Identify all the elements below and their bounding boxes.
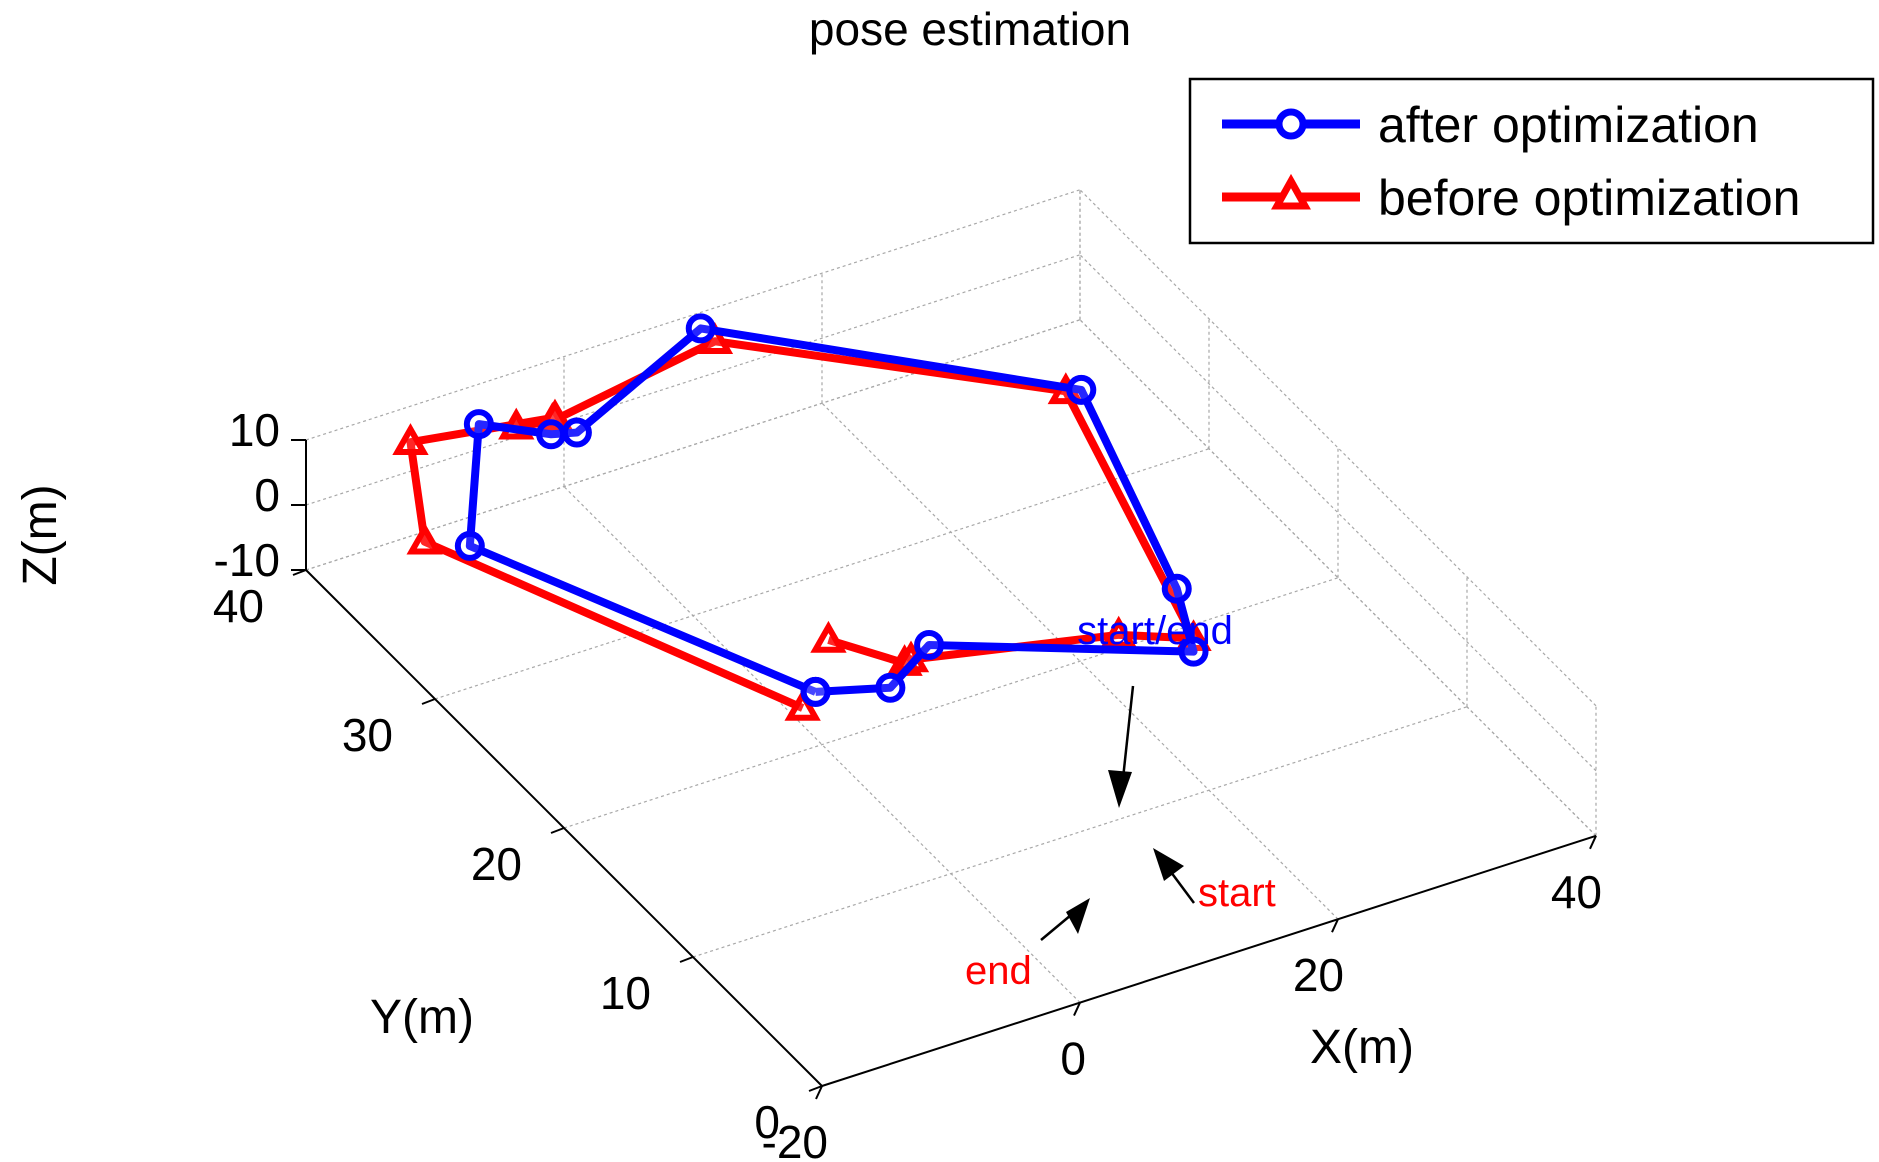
- legend-marker-after: [1275, 108, 1307, 140]
- arrow-start-end-head: [1108, 770, 1132, 808]
- data-point-before: [784, 688, 821, 721]
- y-tick-mark: [808, 1085, 823, 1092]
- x-axis-title: X(m): [1310, 1021, 1414, 1074]
- chart-title: pose estimation: [809, 3, 1131, 55]
- y-tick-label: 0: [754, 1096, 780, 1148]
- legend: after optimization before optimization: [1188, 77, 1875, 245]
- y-tick-label: 30: [342, 709, 393, 761]
- data-point-after: [536, 419, 567, 450]
- axes: [291, 439, 1597, 1100]
- data-point-after: [454, 530, 485, 561]
- annotation-start-end: start/end: [1077, 609, 1233, 653]
- data-point-before: [406, 522, 443, 555]
- data-point-after: [914, 629, 945, 660]
- y-tick-label: 40: [213, 580, 264, 632]
- legend-label-before: before optimization: [1378, 170, 1800, 226]
- grid-line: [1079, 254, 1597, 772]
- grid-line: [563, 486, 1081, 1004]
- x-tick-label: 0: [1060, 1033, 1086, 1085]
- grid-line: [1079, 319, 1597, 837]
- data-point-after: [463, 409, 494, 440]
- annotations: start/end start end: [965, 609, 1276, 993]
- data-point-before: [1100, 615, 1137, 648]
- legend-marker-before: [1271, 173, 1311, 210]
- grid-line: [305, 189, 1081, 441]
- y-tick-label: 20: [471, 838, 522, 890]
- x-tick-mark: [815, 1085, 823, 1100]
- x-tick-label: 20: [1293, 949, 1344, 1001]
- legend-box: [1188, 77, 1875, 245]
- x-tick-mark: [1331, 918, 1339, 933]
- data-point-after: [1178, 636, 1209, 667]
- data-point-after: [1066, 374, 1097, 405]
- x-tick-mark: [1073, 1002, 1081, 1017]
- x-tick-label: 40: [1551, 866, 1602, 918]
- grid-line: [821, 402, 1339, 920]
- data-point-after: [561, 417, 592, 448]
- x-axis-line: [821, 834, 1597, 1087]
- z-tick-label: 0: [254, 469, 280, 521]
- data-series: [392, 313, 1212, 721]
- grid-lines: [305, 189, 1597, 1087]
- y-axis-title: Y(m): [370, 991, 474, 1044]
- z-axis-title: Z(m): [14, 484, 67, 585]
- grid-line: [434, 448, 1210, 700]
- legend-label-after: after optimization: [1378, 97, 1759, 153]
- data-point-after: [1161, 573, 1192, 604]
- annotation-end: end: [965, 949, 1032, 993]
- y-tick-mark: [550, 827, 565, 834]
- z-tick-label: 10: [229, 404, 280, 456]
- arrow-start-head: [1153, 848, 1184, 881]
- z-tick-label: -10: [214, 534, 280, 586]
- data-point-before: [392, 423, 429, 455]
- annotation-start: start: [1198, 871, 1276, 915]
- x-tick-mark: [1589, 835, 1597, 850]
- x-tick-label: -20: [762, 1116, 828, 1162]
- arrow-end-head: [1066, 898, 1090, 934]
- y-tick-mark: [421, 698, 436, 705]
- data-point-before: [810, 620, 847, 653]
- data-point-after: [875, 672, 906, 703]
- grid-line: [1079, 189, 1597, 707]
- y-tick-mark: [679, 956, 694, 963]
- data-point-after: [800, 676, 831, 707]
- data-point-after: [685, 313, 716, 344]
- y-tick-label: 10: [600, 967, 651, 1019]
